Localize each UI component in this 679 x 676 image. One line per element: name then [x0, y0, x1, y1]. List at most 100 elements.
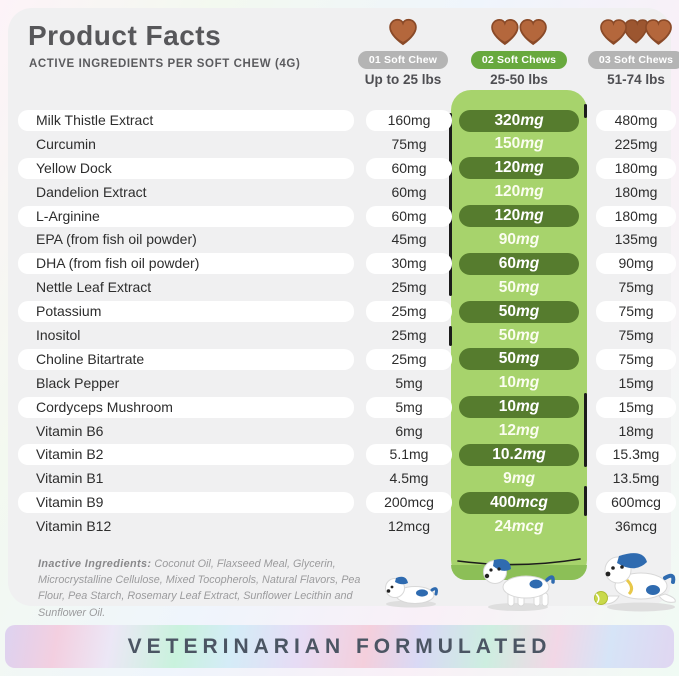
dose-2-chews-unit: mg [516, 374, 540, 392]
dose-2-chews-unit: mcg [516, 493, 548, 511]
dose-2-chews: 12mg [451, 420, 587, 442]
soft-chew-icon-x2 [457, 14, 581, 50]
ingredient-row: Vitamin B6 6mg 12mg 18mg [18, 420, 677, 444]
page-subtitle: ACTIVE INGREDIENTS PER SOFT CHEW (4G) [29, 58, 301, 70]
dose-2-chews-unit: mg [511, 469, 535, 487]
dose-3-chews: 135mg [614, 231, 658, 248]
dose-1-chew: 25mg [391, 327, 427, 344]
ingredient-row: L-Arginine 60mg 120mg 180mg [18, 205, 677, 229]
dose-2-chews-number: 9 [503, 469, 512, 487]
dose-3-chews: 75mg [618, 279, 654, 296]
ingredient-name: Potassium [18, 301, 354, 323]
dose-2-chews-unit: mg [520, 183, 544, 201]
ingredient-name: Choline Bitartrate [18, 348, 354, 370]
dose-2-chews-unit: mg [522, 445, 546, 463]
dose-1-chew: 60mg [366, 205, 452, 227]
ingredient-name: Vitamin B2 [18, 444, 354, 466]
dose-1-chew: 5.1mg [366, 444, 452, 466]
column-header-medium-dog: 02 Soft Chews 25-50 lbs [457, 14, 581, 87]
dose-3-chews: 75mg [596, 301, 676, 323]
dose-1-chew: 6mg [395, 422, 423, 439]
dose-2-chews-number: 50 [498, 326, 516, 344]
dose-1-chew: 25mg [391, 279, 427, 296]
weight-range-label: 51-74 lbs [607, 72, 665, 87]
dose-2-chews-number: 400 [490, 493, 516, 511]
dose-2-chews: 120mg [459, 205, 579, 228]
chew-count-badge-highlighted: 02 Soft Chews [470, 51, 568, 69]
ingredient-name: Curcumin [36, 135, 96, 152]
ingredient-name: Cordyceps Mushroom [18, 396, 354, 418]
dose-1-chew: 45mg [391, 231, 427, 248]
weight-range-label: Up to 25 lbs [364, 72, 442, 87]
ingredient-name: Dandelion Extract [36, 183, 147, 200]
dose-2-chews: 9mg [451, 468, 587, 490]
dose-2-chews-unit: mg [520, 135, 544, 153]
ingredient-row: Vitamin B9 200mcg 400mcg 600mcg [18, 491, 677, 515]
dose-2-chews-unit: mg [520, 207, 544, 225]
dose-2-chews-number: 10 [498, 374, 516, 392]
inactive-ingredients-text: Coconut Oil, Flaxseed Meal, Glycerin, Mi… [38, 558, 361, 619]
dose-3-chews: 18mg [618, 422, 654, 439]
panel-edge-accent [584, 104, 587, 118]
dose-2-chews-number: 10 [498, 398, 516, 416]
dose-2-chews: 90mg [451, 229, 587, 251]
dose-2-chews-unit: mg [516, 254, 540, 272]
inactive-ingredients-label: Inactive Ingredients: [38, 558, 152, 570]
page-title: Product Facts [28, 20, 222, 51]
ingredient-name: Inositol [36, 327, 81, 344]
dose-2-chews-number: 120 [494, 207, 521, 225]
ingredient-row: Vitamin B1 4.5mg 9mg 13.5mg [18, 467, 677, 491]
running-puppy-with-ball-illustration [594, 553, 676, 612]
dose-1-chew: 5mg [395, 374, 423, 391]
dose-2-chews-number: 150 [494, 135, 521, 153]
dose-2-chews-unit: mg [520, 159, 544, 177]
dose-3-chews: 15.3mg [596, 444, 676, 466]
ingredient-row: Curcumin 75mg 150mg 225mg [18, 133, 677, 157]
walking-puppy-illustration [483, 559, 555, 611]
ingredient-name: EPA (from fish oil powder) [36, 231, 197, 248]
dose-1-chew: 4.5mg [389, 470, 429, 487]
ingredient-row: Nettle Leaf Extract 25mg 50mg 75mg [18, 276, 677, 300]
dose-2-chews-number: 90 [498, 230, 516, 248]
dose-1-chew: 12mcg [387, 518, 431, 535]
dose-2-chews: 400mcg [459, 491, 579, 514]
soft-chew-icon-x3 [574, 14, 679, 50]
dose-2-chews-number: 50 [498, 350, 516, 368]
ingredient-row: Vitamin B12 12mcg 24mcg 36mcg [18, 515, 677, 539]
ingredient-name: Vitamin B1 [36, 470, 104, 487]
ingredient-row: Cordyceps Mushroom 5mg 10mg 15mg [18, 396, 677, 420]
panel-edge-accent [584, 486, 587, 516]
dose-2-chews-number: 120 [494, 159, 521, 177]
ingredient-name: Yellow Dock [18, 157, 354, 179]
panel-fold-line [457, 558, 581, 566]
small-puppy-illustration [385, 576, 438, 608]
dose-2-chews-number: 320 [494, 111, 521, 129]
panel-edge-accent [584, 393, 587, 467]
ingredient-name: Nettle Leaf Extract [36, 279, 152, 296]
dose-2-chews: 120mg [459, 157, 579, 180]
ingredient-row: Black Pepper 5mg 10mg 15mg [18, 372, 677, 396]
dose-2-chews-unit: mg [516, 422, 540, 440]
dose-2-chews: 10.2mg [459, 443, 579, 466]
ingredient-name: DHA (from fish oil powder) [18, 253, 354, 275]
ingredient-row: Choline Bitartrate 25mg 50mg 75mg [18, 348, 677, 372]
dose-1-chew: 160mg [366, 110, 452, 131]
dose-3-chews: 90mg [596, 253, 676, 275]
column-header-small-dog: 01 Soft Chew Up to 25 lbs [341, 14, 465, 87]
ingredient-row: EPA (from fish oil powder) 45mg 90mg 135… [18, 228, 677, 252]
dose-2-chews-unit: mg [516, 398, 540, 416]
chew-count-badge: 01 Soft Chew [357, 51, 449, 69]
weight-range-label: 25-50 lbs [490, 72, 548, 87]
dose-2-chews: 10mg [451, 372, 587, 394]
dose-3-chews: 180mg [596, 157, 676, 179]
ingredient-row: Inositol 25mg 50mg 75mg [18, 324, 677, 348]
dose-3-chews: 15mg [596, 396, 676, 418]
dose-2-chews: 150mg [451, 133, 587, 155]
dose-3-chews: 600mcg [596, 492, 676, 514]
dose-2-chews-number: 60 [498, 254, 516, 272]
dose-3-chews: 13.5mg [612, 470, 660, 487]
chew-count-badge: 03 Soft Chews [587, 51, 679, 69]
ingredient-row: DHA (from fish oil powder) 30mg 60mg 90m… [18, 252, 677, 276]
ingredient-name: Black Pepper [36, 374, 120, 391]
